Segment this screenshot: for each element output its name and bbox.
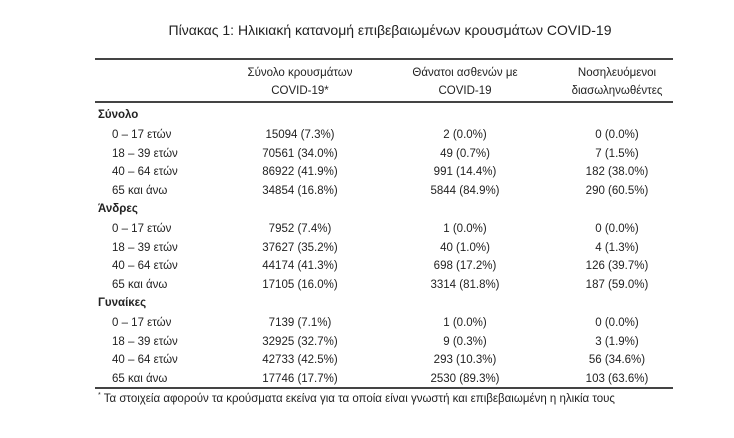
header-line: Θάνατοι ασθενών με xyxy=(412,67,518,79)
header-line: διασωληνωθέντες xyxy=(571,85,663,97)
table-row: 65 και άνω 34854 (16.8%) 5844 (84.9%) 290 (… xyxy=(95,182,673,200)
age-label: 0 – 17 ετών xyxy=(112,223,172,235)
intubated-cell: 290 (60.5%) xyxy=(585,184,649,197)
deaths-cell: 2 (0.0%) xyxy=(443,129,487,141)
age-label: 65 και άνω xyxy=(112,372,168,385)
deaths-cell: 698 (17.2%) xyxy=(433,260,497,272)
footnote-mark: * xyxy=(98,392,101,399)
deaths-cell: 2530 (89.3%) xyxy=(430,372,500,385)
header-line: COVID-19* xyxy=(271,85,329,97)
intubated-cell: 3 (1.9%) xyxy=(595,335,639,348)
intubated-cell: 0 (0.0%) xyxy=(595,223,639,235)
cases-cell: 15094 (7.3%) xyxy=(265,129,335,141)
table-row: 18 – 39 ετών 32925 (32.7%) 9 (0.3%) 3 (1.9%… xyxy=(95,333,673,351)
intubated-cell: 0 (0.0%) xyxy=(595,129,639,141)
table-row: 40 – 64 ετών 86922 (41.9%) 991 (14.4%) 182 … xyxy=(95,163,673,181)
section-label: Σύνολο xyxy=(98,109,139,121)
table-row: 40 – 64 ετών 44174 (41.3%) 698 (17.2%) 126 … xyxy=(95,257,673,275)
cases-cell: 7139 (7.1%) xyxy=(268,317,332,329)
header-line: Νοσηλευόμενοι xyxy=(577,67,657,79)
header-rule xyxy=(95,101,673,103)
age-label: 40 – 64 ετών xyxy=(112,166,178,178)
deaths-cell: 9 (0.3%) xyxy=(443,335,487,348)
cases-cell: 17105 (16.0%) xyxy=(262,278,338,291)
table-row: 65 και άνω 17105 (16.0%) 3314 (81.8%) 187 (… xyxy=(95,276,673,294)
header-line: Σύνολο κρουσμάτων xyxy=(247,67,353,79)
cases-cell: 37627 (35.2%) xyxy=(262,241,338,254)
intubated-cell: 187 (59.0%) xyxy=(585,278,649,291)
header-intubated: Νοσηλευόμενοι διασωληνωθέντες xyxy=(537,64,697,100)
age-label: 40 – 64 ετών xyxy=(112,354,178,366)
table-row: 65 και άνω 17746 (17.7%) 2530 (89.3%) 103 (… xyxy=(95,370,673,388)
footnote-text: Τα στοιχεία αφορούν τα κρούσματα εκείνα … xyxy=(103,392,615,405)
intubated-cell: 4 (1.3%) xyxy=(595,241,639,254)
cases-cell: 7952 (7.4%) xyxy=(268,223,332,235)
deaths-cell: 49 (0.7%) xyxy=(440,147,490,160)
deaths-cell: 3314 (81.8%) xyxy=(430,278,500,291)
table-title: Πίνακας 1: Ηλικιακή κατανομή επιβεβαιωμέ… xyxy=(168,22,612,38)
bottom-rule xyxy=(95,387,673,389)
cases-cell: 70561 (34.0%) xyxy=(262,147,338,160)
cases-cell: 32925 (32.7%) xyxy=(262,335,338,348)
footnote: * Τα στοιχεία αφορούν τα κρούσματα εκείν… xyxy=(98,392,615,405)
age-label: 18 – 39 ετών xyxy=(112,241,178,254)
header-line: COVID-19 xyxy=(438,85,492,97)
table-row: 18 – 39 ετών 70561 (34.0%) 49 (0.7%) 7 (1.5… xyxy=(95,145,673,163)
deaths-cell: 40 (1.0%) xyxy=(440,241,490,254)
cases-cell: 17746 (17.7%) xyxy=(262,372,338,385)
cases-cell: 86922 (41.9%) xyxy=(262,166,338,178)
deaths-cell: 1 (0.0%) xyxy=(443,223,487,235)
age-label: 0 – 17 ετών xyxy=(112,129,172,141)
header-deaths: Θάνατοι ασθενών με COVID-19 xyxy=(385,64,545,100)
age-label: 18 – 39 ετών xyxy=(112,147,178,160)
cases-cell: 34854 (16.8%) xyxy=(262,184,338,197)
table-row: 0 – 17 ετών 7139 (7.1%) 1 (0.0%) 0 (0.0%) xyxy=(95,314,673,332)
cases-cell: 42733 (42.5%) xyxy=(262,354,338,366)
deaths-cell: 293 (10.3%) xyxy=(433,354,497,366)
header-cases: Σύνολο κρουσμάτων COVID-19* xyxy=(220,64,380,100)
cases-cell: 44174 (41.3%) xyxy=(262,260,338,272)
intubated-cell: 7 (1.5%) xyxy=(595,147,639,160)
age-label: 65 και άνω xyxy=(112,184,168,197)
section-label: Άνδρες xyxy=(98,203,138,215)
deaths-cell: 5844 (84.9%) xyxy=(430,184,500,197)
age-label: 40 – 64 ετών xyxy=(112,260,178,272)
intubated-cell: 126 (39.7%) xyxy=(585,260,649,272)
intubated-cell: 56 (34.6%) xyxy=(588,354,646,366)
table-row: 40 – 64 ετών 42733 (42.5%) 293 (10.3%) 56 (… xyxy=(95,351,673,369)
intubated-cell: 182 (38.0%) xyxy=(585,166,649,178)
section-label: Γυναίκες xyxy=(98,297,147,309)
top-rule xyxy=(95,58,673,60)
deaths-cell: 991 (14.4%) xyxy=(433,166,497,178)
table-row: 0 – 17 ετών 15094 (7.3%) 2 (0.0%) 0 (0.0%) xyxy=(95,126,673,144)
deaths-cell: 1 (0.0%) xyxy=(443,317,487,329)
age-label: 18 – 39 ετών xyxy=(112,335,178,348)
table-row: 18 – 39 ετών 37627 (35.2%) 40 (1.0%) 4 (1.3… xyxy=(95,239,673,257)
intubated-cell: 103 (63.6%) xyxy=(585,372,649,385)
intubated-cell: 0 (0.0%) xyxy=(595,317,639,329)
age-label: 65 και άνω xyxy=(112,278,168,291)
table-row: 0 – 17 ετών 7952 (7.4%) 1 (0.0%) 0 (0.0%) xyxy=(95,220,673,238)
age-label: 0 – 17 ετών xyxy=(112,317,172,329)
